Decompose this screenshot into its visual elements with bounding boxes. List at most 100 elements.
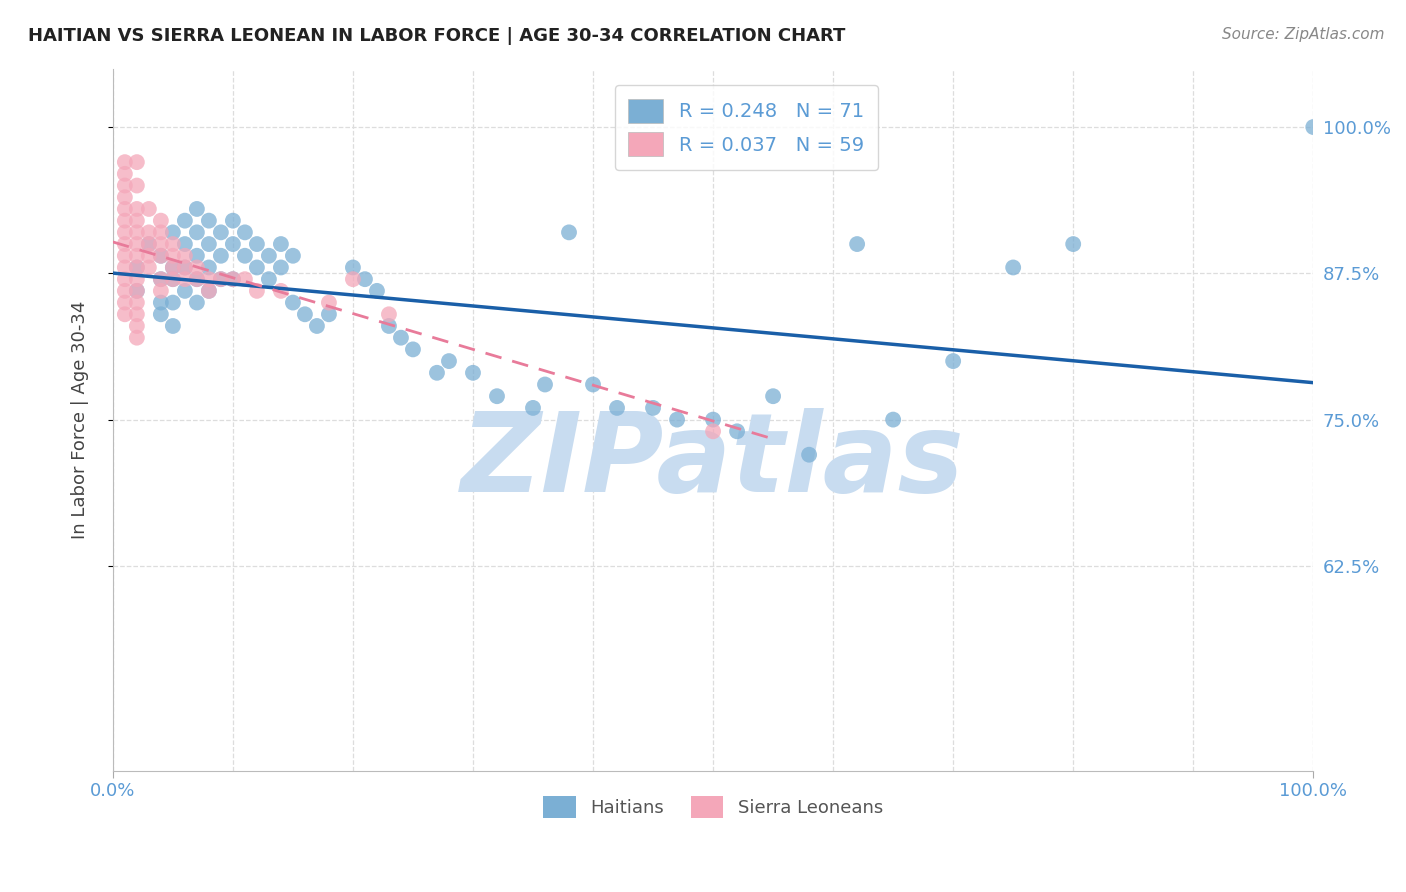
Point bbox=[114, 155, 136, 169]
Point bbox=[198, 237, 221, 252]
Point bbox=[125, 307, 148, 321]
Point bbox=[125, 155, 148, 169]
Point bbox=[125, 178, 148, 193]
Point bbox=[270, 284, 292, 298]
Point bbox=[114, 190, 136, 204]
Point bbox=[173, 260, 195, 275]
Point bbox=[1062, 237, 1084, 252]
Point bbox=[114, 272, 136, 286]
Point bbox=[114, 178, 136, 193]
Point bbox=[270, 237, 292, 252]
Point bbox=[125, 237, 148, 252]
Point bbox=[246, 260, 269, 275]
Point bbox=[558, 225, 581, 239]
Point bbox=[114, 295, 136, 310]
Point bbox=[186, 260, 208, 275]
Point bbox=[149, 225, 172, 239]
Point bbox=[114, 237, 136, 252]
Point bbox=[222, 213, 245, 227]
Point bbox=[162, 249, 184, 263]
Point bbox=[125, 284, 148, 298]
Point bbox=[222, 272, 245, 286]
Point bbox=[209, 225, 232, 239]
Text: ZIPatlas: ZIPatlas bbox=[461, 409, 965, 516]
Point bbox=[882, 412, 904, 426]
Point bbox=[125, 284, 148, 298]
Point bbox=[606, 401, 628, 415]
Point bbox=[138, 260, 160, 275]
Point bbox=[198, 213, 221, 227]
Point bbox=[389, 331, 412, 345]
Text: HAITIAN VS SIERRA LEONEAN IN LABOR FORCE | AGE 30-34 CORRELATION CHART: HAITIAN VS SIERRA LEONEAN IN LABOR FORCE… bbox=[28, 27, 845, 45]
Point bbox=[125, 213, 148, 227]
Point bbox=[222, 237, 245, 252]
Point bbox=[149, 237, 172, 252]
Point bbox=[942, 354, 965, 368]
Point bbox=[281, 295, 304, 310]
Point bbox=[797, 448, 820, 462]
Point bbox=[114, 225, 136, 239]
Point bbox=[294, 307, 316, 321]
Point bbox=[173, 237, 195, 252]
Point bbox=[149, 295, 172, 310]
Point bbox=[138, 237, 160, 252]
Point bbox=[162, 318, 184, 333]
Point bbox=[186, 272, 208, 286]
Point bbox=[138, 237, 160, 252]
Point bbox=[198, 284, 221, 298]
Point bbox=[173, 213, 195, 227]
Point bbox=[162, 272, 184, 286]
Point bbox=[138, 249, 160, 263]
Point bbox=[125, 249, 148, 263]
Point bbox=[366, 284, 388, 298]
Point bbox=[641, 401, 664, 415]
Point bbox=[125, 331, 148, 345]
Point bbox=[354, 272, 377, 286]
Point bbox=[114, 284, 136, 298]
Point bbox=[402, 343, 425, 357]
Point bbox=[162, 272, 184, 286]
Point bbox=[114, 167, 136, 181]
Point bbox=[162, 237, 184, 252]
Point bbox=[378, 307, 401, 321]
Point bbox=[149, 284, 172, 298]
Point bbox=[198, 284, 221, 298]
Point bbox=[125, 272, 148, 286]
Point bbox=[114, 202, 136, 216]
Point bbox=[582, 377, 605, 392]
Point bbox=[246, 284, 269, 298]
Point bbox=[1002, 260, 1025, 275]
Point bbox=[198, 272, 221, 286]
Point bbox=[318, 295, 340, 310]
Point bbox=[186, 272, 208, 286]
Point bbox=[762, 389, 785, 403]
Point bbox=[305, 318, 328, 333]
Point bbox=[125, 202, 148, 216]
Point bbox=[186, 225, 208, 239]
Point bbox=[209, 249, 232, 263]
Point bbox=[149, 213, 172, 227]
Point bbox=[342, 272, 364, 286]
Point bbox=[149, 249, 172, 263]
Point bbox=[186, 295, 208, 310]
Point bbox=[426, 366, 449, 380]
Point bbox=[485, 389, 508, 403]
Point bbox=[149, 307, 172, 321]
Point bbox=[149, 272, 172, 286]
Point bbox=[233, 272, 256, 286]
Point bbox=[257, 249, 280, 263]
Point bbox=[725, 425, 748, 439]
Point bbox=[114, 213, 136, 227]
Point bbox=[125, 295, 148, 310]
Point bbox=[138, 225, 160, 239]
Point bbox=[149, 249, 172, 263]
Point bbox=[125, 260, 148, 275]
Point bbox=[522, 401, 544, 415]
Point bbox=[1302, 120, 1324, 134]
Point bbox=[162, 260, 184, 275]
Point bbox=[149, 272, 172, 286]
Point bbox=[125, 260, 148, 275]
Point bbox=[162, 295, 184, 310]
Point bbox=[437, 354, 460, 368]
Point bbox=[702, 412, 724, 426]
